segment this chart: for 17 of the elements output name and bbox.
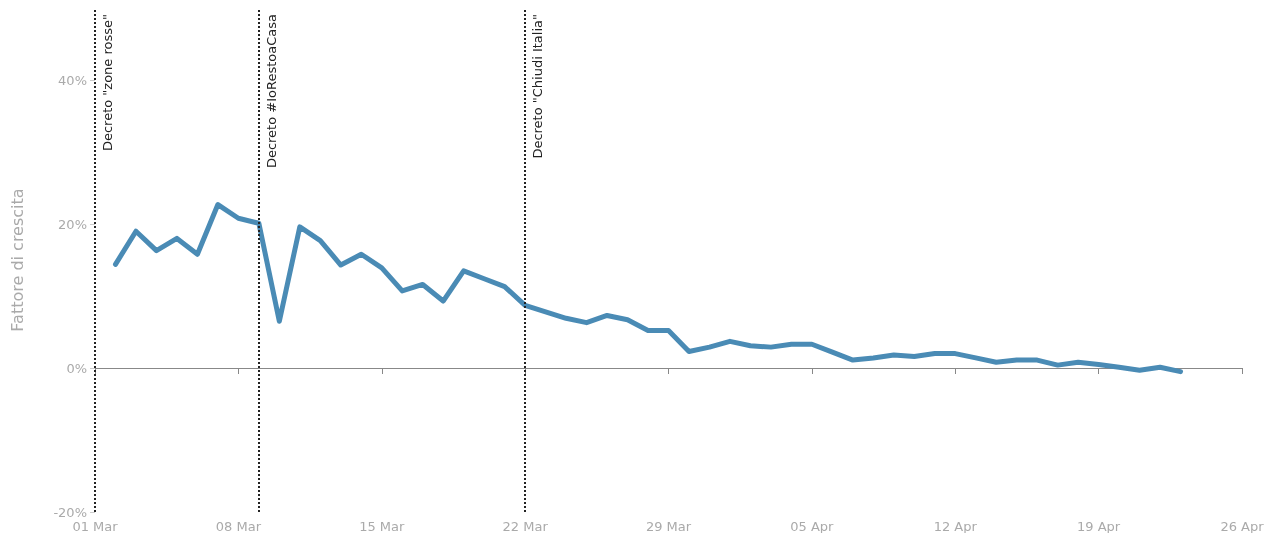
x-tick-label: 05 Apr <box>790 519 835 533</box>
y-tick-label: -20% <box>53 504 87 520</box>
x-tick-label: 01 Mar <box>72 519 119 533</box>
x-tick-label: 22 Mar <box>502 519 549 533</box>
y-tick-label: 0% <box>66 360 87 376</box>
ref-line-label: Decreto #IoRestoaCasa <box>263 14 279 169</box>
x-tick-label: 29 Mar <box>645 519 692 533</box>
y-axis-title: Fattore di crescita <box>7 188 27 332</box>
x-tick-label: 26 Apr <box>1220 519 1265 533</box>
ref-line-label: Decreto "Chiudi Italia" <box>530 14 546 159</box>
x-tick-label: 19 Apr <box>1077 519 1121 533</box>
x-tick-label: 15 Mar <box>359 519 406 533</box>
x-tick-label: 08 Mar <box>215 519 262 533</box>
y-tick-label: 20% <box>58 216 87 232</box>
y-tick-label: 40% <box>58 72 87 88</box>
x-tick-label: 12 Apr <box>933 519 978 533</box>
ref-line-label: Decreto "zone rosse" <box>100 14 115 152</box>
